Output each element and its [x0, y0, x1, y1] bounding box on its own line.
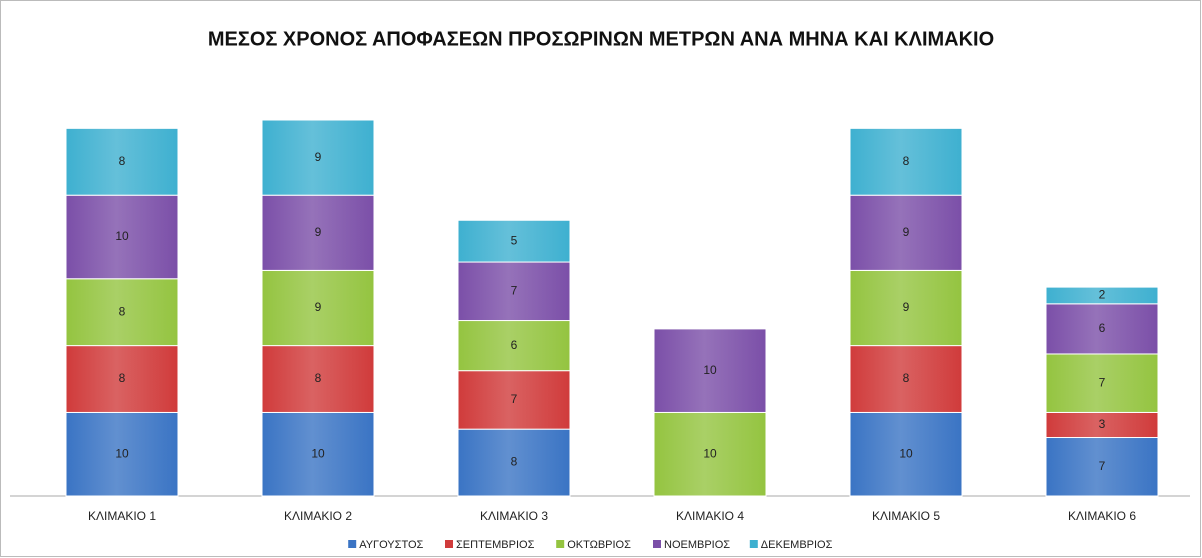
legend-label: ΝΟΕΜΒΡΙΟΣ [664, 539, 730, 551]
bar-segment [1045, 303, 1159, 355]
bar-segment [261, 119, 375, 196]
bar-segment [457, 320, 571, 372]
bar-segment [261, 345, 375, 413]
bar-segment [65, 345, 179, 413]
data-label: 10 [899, 446, 913, 460]
bar-segment [653, 328, 767, 413]
bar-segment [849, 127, 963, 196]
x-tick-label: ΚΛΙΜΑΚΙΟ 2 [284, 509, 352, 523]
data-label: 9 [315, 300, 322, 314]
bar-segment [849, 194, 963, 271]
bar-segment [849, 269, 963, 347]
legend-label: ΟΚΤΩΒΡΙΟΣ [567, 539, 631, 551]
legend-swatch [749, 540, 758, 548]
data-label: 9 [315, 225, 322, 239]
x-tick-label: ΚΛΙΜΑΚΙΟ 4 [676, 509, 744, 523]
legend-label: ΑΥΓΟΥΣΤΟΣ [359, 539, 423, 551]
data-label: 10 [703, 363, 717, 377]
legend-swatch [556, 540, 565, 548]
data-label: 10 [703, 446, 717, 460]
data-label: 10 [311, 446, 325, 460]
bar-segment [849, 345, 963, 413]
data-label: 7 [511, 283, 518, 297]
data-label: 6 [511, 338, 518, 352]
x-tick-label: ΚΛΙΜΑΚΙΟ 1 [88, 509, 156, 523]
bar-segment [1045, 437, 1159, 497]
data-label: 2 [1099, 288, 1106, 302]
bar-segment [457, 261, 571, 322]
data-label: 3 [1099, 417, 1106, 431]
bar-segment [65, 194, 179, 280]
bar-segment [65, 411, 179, 497]
bar-segment [1045, 286, 1159, 305]
data-label: 7 [1099, 375, 1106, 389]
data-label: 8 [315, 371, 322, 385]
data-label: 8 [903, 371, 910, 385]
data-label: 9 [315, 150, 322, 164]
x-tick-label: ΚΛΙΜΑΚΙΟ 6 [1068, 509, 1136, 523]
data-label: 9 [903, 225, 910, 239]
legend-swatch [653, 540, 661, 548]
bar-segment [849, 411, 963, 497]
data-label: 8 [119, 371, 126, 385]
bar-segment [457, 370, 571, 430]
bar-segment [261, 194, 375, 271]
data-label: 10 [115, 229, 129, 243]
chart-title: ΜΕΣΟΣ ΧΡΟΝΟΣ ΑΠΟΦΑΣΕΩΝ ΠΡΟΣΩΡΙΝΩΝ ΜΕΤΡΩΝ… [208, 28, 994, 50]
data-label: 9 [903, 300, 910, 314]
data-label: 7 [1099, 459, 1106, 473]
bar-segment [261, 411, 375, 497]
data-label: 10 [115, 446, 129, 460]
legend-swatch [445, 540, 453, 548]
data-label: 8 [903, 154, 910, 168]
legend-label: ΣΕΠΤΕΜΒΡΙΟΣ [456, 539, 535, 551]
x-tick-label: ΚΛΙΜΑΚΙΟ 3 [480, 509, 548, 523]
bar-segment [653, 411, 767, 497]
data-label: 7 [511, 392, 518, 406]
data-label: 6 [1099, 321, 1106, 335]
bar-segment [261, 269, 375, 347]
data-label: 8 [119, 154, 126, 168]
x-tick-label: ΚΛΙΜΑΚΙΟ 5 [872, 509, 940, 523]
data-label: 8 [119, 304, 126, 318]
data-label: 8 [511, 455, 518, 469]
bar-segment [65, 127, 179, 196]
legend-swatch [348, 540, 357, 548]
legend-label: ΔΕΚΕΜΒΡΙΟΣ [761, 539, 833, 551]
bar-segment [457, 428, 571, 497]
bar-segment [457, 219, 571, 263]
data-label: 5 [511, 233, 518, 247]
